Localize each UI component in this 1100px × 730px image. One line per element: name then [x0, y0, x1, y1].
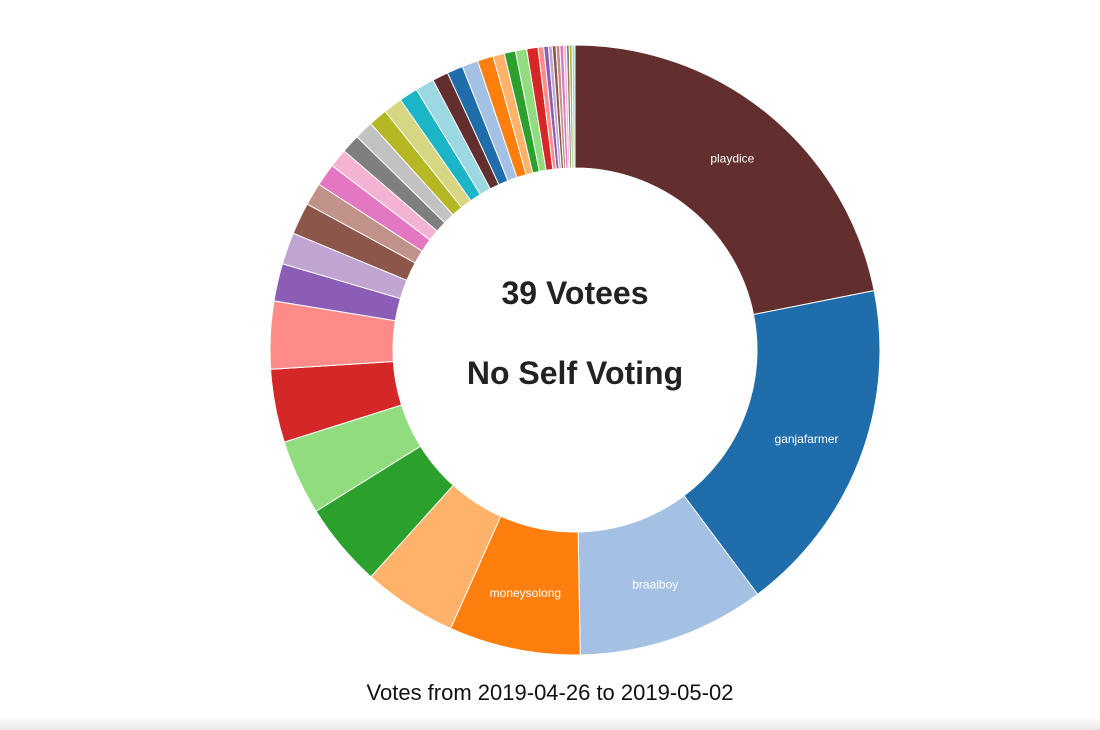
center-subtitle: No Self Voting [467, 355, 683, 391]
slice-label-3: moneysolong [490, 586, 561, 600]
slice-38[interactable] [571, 44, 576, 169]
slice-0[interactable] [574, 44, 875, 316]
center-title: 39 Votees [501, 275, 648, 311]
slice-label-2: braaiboy [632, 578, 678, 592]
chart-caption: Votes from 2019-04-26 to 2019-05-02 [366, 680, 734, 705]
labels-layer: playdice ganjafarmer braaiboy moneysolong [490, 151, 839, 600]
bottom-shade [0, 716, 1100, 730]
slice-1[interactable] [683, 289, 881, 595]
slice-label-0: playdice [710, 151, 754, 165]
slices-layer [269, 44, 881, 656]
slice-label-1: ganjafarmer [775, 432, 839, 446]
